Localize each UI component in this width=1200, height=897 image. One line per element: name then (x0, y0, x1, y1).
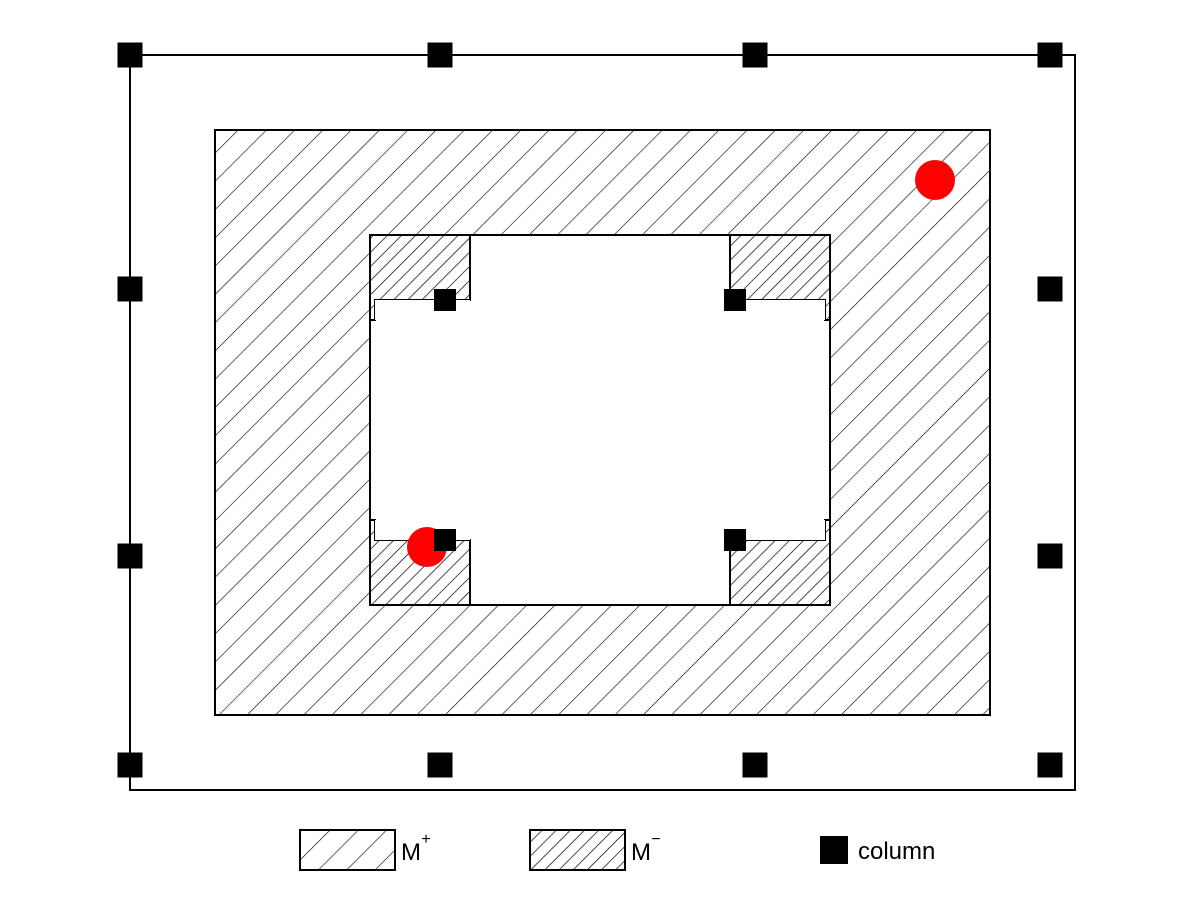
column-marker (434, 529, 456, 551)
legend-label-sup: − (651, 831, 660, 848)
legend-label: M (631, 839, 651, 866)
legend-label: column (858, 838, 935, 865)
column-marker (428, 43, 453, 68)
column-marker (743, 753, 768, 778)
column-marker (1038, 753, 1063, 778)
column-marker (118, 277, 143, 302)
m-plus-region (215, 130, 990, 715)
legend-swatch (820, 836, 848, 864)
column-marker (1038, 43, 1063, 68)
column-marker (1038, 277, 1063, 302)
column-marker (724, 289, 746, 311)
column-marker (724, 529, 746, 551)
legend-swatch (530, 830, 625, 870)
red-marker (915, 160, 955, 200)
column-marker (428, 753, 453, 778)
column-marker (118, 43, 143, 68)
column-marker (434, 289, 456, 311)
column-marker (118, 544, 143, 569)
legend-label-sup: + (421, 831, 430, 848)
column-marker (1038, 544, 1063, 569)
column-marker (743, 43, 768, 68)
legend-label: M (401, 839, 421, 866)
column-marker (118, 753, 143, 778)
legend-swatch (300, 830, 395, 870)
